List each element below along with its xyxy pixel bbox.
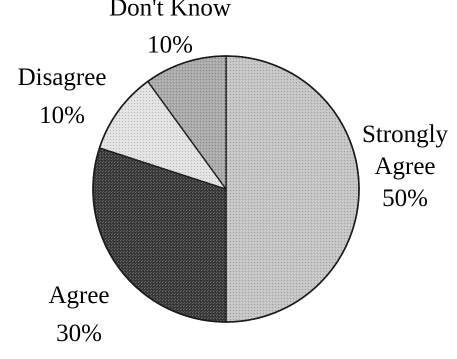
pie-slices bbox=[92, 55, 360, 323]
pie-slice-texture bbox=[226, 56, 359, 322]
slice-value-label: 50% bbox=[382, 185, 428, 212]
slice-label: Strongly Agree 50% bbox=[362, 121, 449, 212]
slice-label: Agree 30% bbox=[48, 282, 109, 347]
slice-category-label: Strongly bbox=[362, 121, 449, 148]
pie-outline bbox=[92, 55, 360, 323]
slice-category-label: Agree bbox=[48, 282, 109, 309]
slice-value-label: 30% bbox=[56, 320, 102, 347]
slice-category-label: Agree bbox=[374, 153, 435, 180]
slice-label: Disagree 10% bbox=[18, 64, 107, 129]
slice-label: Don't Know 10% bbox=[109, 0, 231, 59]
pie-slice bbox=[225, 55, 360, 323]
pie-labels: Strongly Agree 50%Agree 30%Disagree 10%Don't… bbox=[18, 0, 449, 347]
pie-slice-texture bbox=[93, 147, 226, 322]
pie-slice-texture bbox=[147, 56, 226, 189]
pie-slice-texture bbox=[99, 81, 226, 189]
slice-value-label: 10% bbox=[39, 102, 85, 129]
slice-category-label: Disagree bbox=[18, 64, 107, 91]
slice-value-label: 10% bbox=[147, 32, 193, 59]
slice-category-label: Don't Know bbox=[109, 0, 231, 22]
